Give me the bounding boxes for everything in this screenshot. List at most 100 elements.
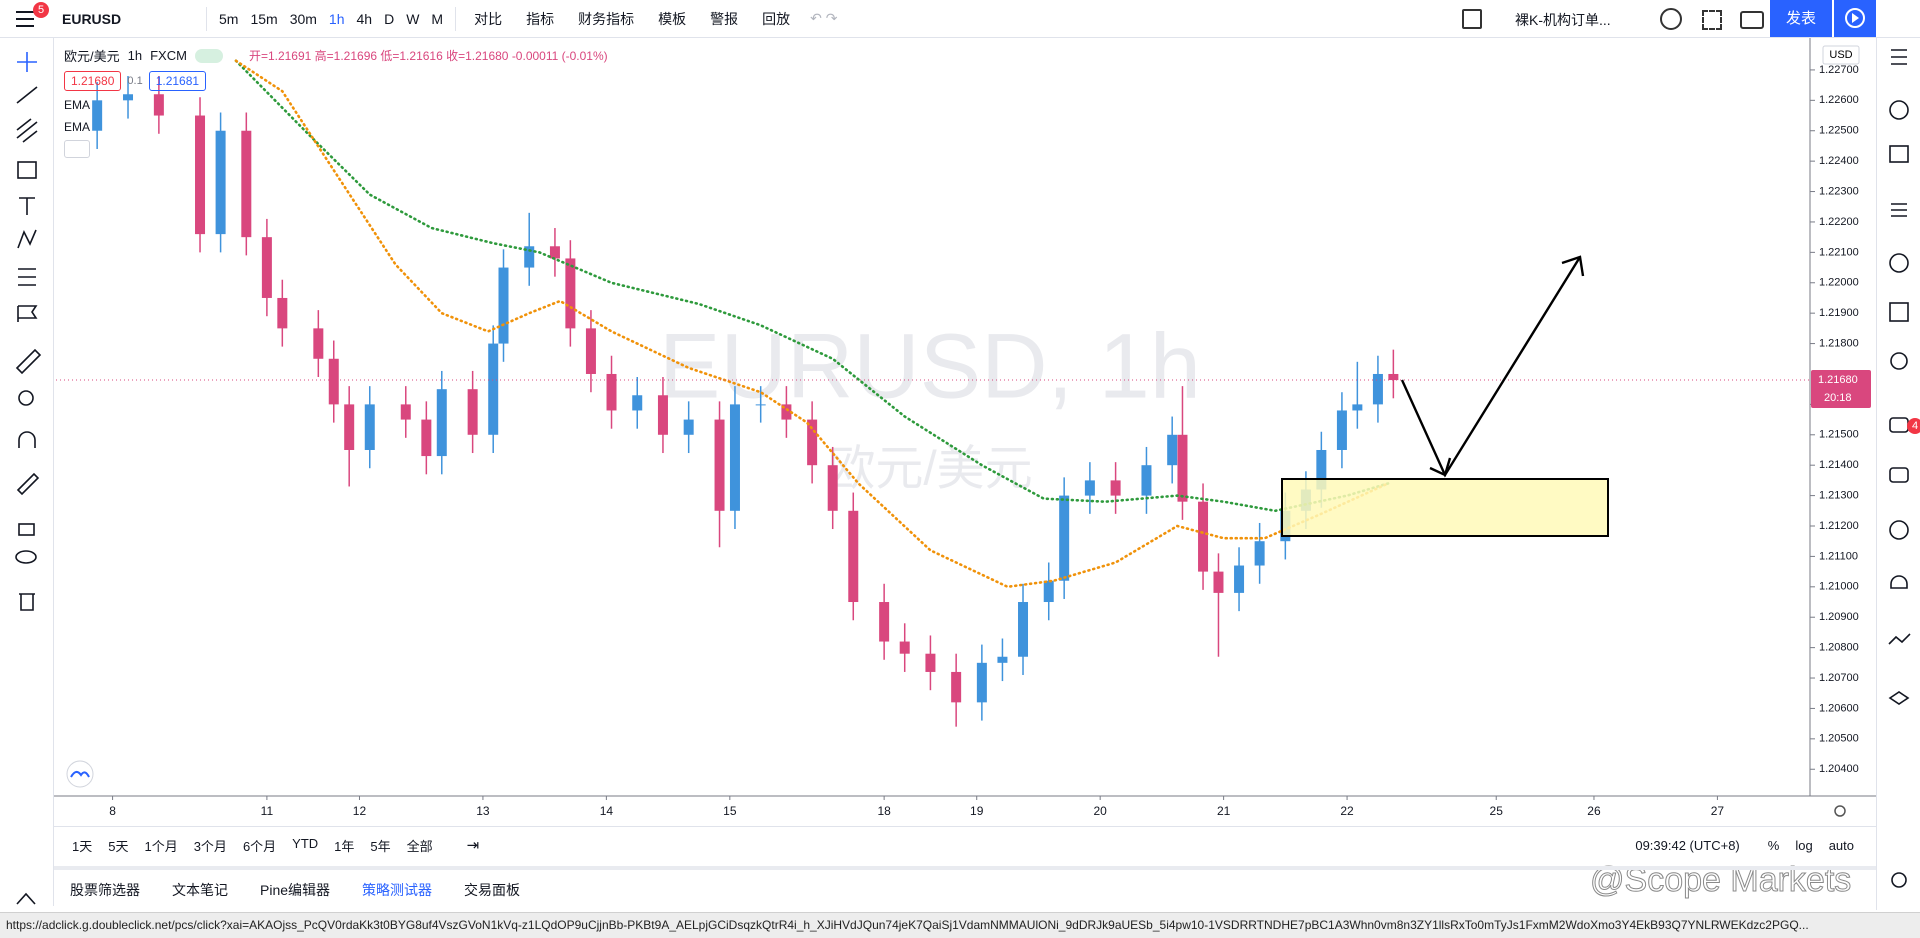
range-button[interactable]: YTD bbox=[292, 835, 319, 851]
magnet-tool[interactable] bbox=[18, 431, 36, 448]
interval-button[interactable]: 5m bbox=[219, 10, 239, 27]
sell-price[interactable]: 1.21680 bbox=[64, 71, 122, 91]
y-tick-label: 1.21100 bbox=[1819, 550, 1858, 562]
settings-icon[interactable] bbox=[1834, 805, 1846, 817]
candle-body bbox=[879, 602, 890, 642]
interval-button[interactable]: 1h bbox=[328, 10, 345, 27]
interval-button[interactable]: D bbox=[384, 10, 395, 27]
hide-tool[interactable] bbox=[15, 550, 37, 564]
range-button[interactable]: 6个月 bbox=[242, 838, 277, 854]
layers-icon[interactable] bbox=[1888, 691, 1910, 705]
icon-tool[interactable] bbox=[17, 305, 38, 322]
prediction-tool[interactable] bbox=[18, 268, 36, 286]
tab[interactable]: 股票筛选器 bbox=[70, 882, 140, 898]
chat-icon[interactable] bbox=[1889, 417, 1909, 433]
undo-redo[interactable]: ↶ ↷ bbox=[810, 10, 838, 26]
zone-rectangle[interactable] bbox=[1281, 478, 1609, 537]
tab[interactable]: Pine编辑器 bbox=[260, 882, 331, 898]
layout-name[interactable]: 裸K-机构订单... bbox=[1515, 12, 1611, 28]
candle-body bbox=[195, 115, 206, 235]
data-window-icon[interactable] bbox=[1891, 203, 1907, 217]
range-button[interactable]: 1年 bbox=[334, 838, 355, 854]
tab[interactable]: 交易面板 bbox=[464, 882, 521, 898]
interval-button[interactable]: M bbox=[431, 10, 444, 27]
toolbar-button[interactable]: 对比 bbox=[474, 10, 503, 27]
pattern-tool[interactable] bbox=[17, 229, 37, 249]
tab[interactable]: 策略测试器 bbox=[362, 882, 433, 898]
range-button[interactable]: 1个月 bbox=[144, 838, 178, 854]
streams-icon[interactable] bbox=[1889, 520, 1909, 540]
scale-option[interactable]: log bbox=[1795, 837, 1813, 853]
stream-button[interactable] bbox=[1834, 0, 1876, 37]
ideas-icon[interactable] bbox=[1890, 352, 1908, 370]
range-button[interactable]: 3个月 bbox=[193, 838, 227, 854]
x-tick-label: 8 bbox=[109, 804, 116, 818]
candle-body bbox=[606, 373, 617, 411]
alerts-icon[interactable] bbox=[1889, 100, 1909, 120]
toolbar-button[interactable]: 模板 bbox=[658, 10, 687, 27]
news-icon[interactable] bbox=[1889, 145, 1909, 163]
scale-option[interactable]: auto bbox=[1828, 837, 1854, 853]
messages-icon[interactable] bbox=[1889, 467, 1909, 483]
range-button[interactable]: 5天 bbox=[108, 838, 129, 854]
goto-date[interactable]: ⇥ bbox=[466, 837, 480, 854]
symbol[interactable]: EURUSD bbox=[62, 10, 122, 27]
toolbar-button[interactable]: 财务指标 bbox=[578, 10, 635, 27]
checkbox[interactable] bbox=[1462, 9, 1482, 29]
toolbar-button[interactable]: 指标 bbox=[526, 10, 555, 27]
candle-body bbox=[524, 246, 535, 268]
shape-tool[interactable] bbox=[17, 161, 37, 179]
interval-button[interactable]: 15m bbox=[250, 10, 278, 27]
interval-button[interactable]: 30m bbox=[289, 10, 317, 27]
y-tick-label: 1.21400 bbox=[1819, 459, 1859, 471]
text-tool[interactable] bbox=[19, 197, 35, 215]
notifications-icon[interactable] bbox=[1890, 575, 1908, 589]
publish-button[interactable]: 发表 bbox=[1770, 0, 1832, 37]
x-tick-label: 18 bbox=[877, 804, 891, 818]
x-tick-label: 11 bbox=[261, 804, 274, 818]
scale-option[interactable]: % bbox=[1767, 837, 1780, 853]
fullscreen-button[interactable] bbox=[1702, 10, 1722, 30]
menu-icon[interactable] bbox=[0, 0, 40, 37]
calendar-icon[interactable] bbox=[1889, 302, 1909, 322]
hotlist-icon[interactable] bbox=[1889, 253, 1909, 273]
collapse-button[interactable] bbox=[64, 140, 90, 158]
sidebar-icons bbox=[1888, 49, 1911, 888]
arrow-path[interactable] bbox=[1400, 256, 1582, 478]
interval-button[interactable]: W bbox=[406, 10, 420, 27]
watchlist-icon[interactable] bbox=[1891, 49, 1907, 65]
range-button[interactable]: 5年 bbox=[370, 838, 391, 854]
remove-tool[interactable] bbox=[19, 593, 35, 611]
lock-tool[interactable] bbox=[18, 523, 35, 536]
crosshair-tool[interactable] bbox=[17, 52, 37, 72]
candle-body bbox=[1167, 434, 1178, 466]
toolbar-button[interactable]: 回放 bbox=[762, 10, 791, 27]
buy-price[interactable]: 1.21681 bbox=[148, 71, 207, 91]
range-button[interactable]: 1天 bbox=[72, 838, 93, 854]
tab[interactable]: 文本笔记 bbox=[172, 882, 228, 898]
candle-body bbox=[683, 419, 694, 435]
spread: 0.1 bbox=[127, 75, 143, 87]
toolbar-button[interactable]: 警报 bbox=[710, 10, 739, 27]
trading-icon[interactable] bbox=[1888, 633, 1911, 645]
study-ema-1[interactable]: EMA bbox=[64, 98, 91, 112]
help-icon[interactable] bbox=[1891, 872, 1907, 888]
measure-tool[interactable] bbox=[15, 348, 42, 375]
study-ema-2[interactable]: EMA bbox=[64, 120, 91, 134]
y-tick-label: 1.21900 bbox=[1819, 307, 1859, 319]
zoom-tool[interactable] bbox=[18, 390, 34, 406]
x-tick-label: 25 bbox=[1490, 804, 1504, 818]
ema-line bbox=[234, 59, 1390, 589]
stay-drawing-tool[interactable] bbox=[16, 472, 40, 496]
range-button[interactable]: 全部 bbox=[406, 838, 433, 854]
x-tick-label: 26 bbox=[1587, 804, 1601, 818]
settings-button[interactable] bbox=[1660, 8, 1682, 30]
candle-body bbox=[215, 130, 226, 235]
trend-line-tool[interactable] bbox=[16, 86, 38, 104]
market-status[interactable] bbox=[194, 48, 223, 63]
interval-button[interactable]: 4h bbox=[356, 10, 373, 27]
snapshot-button[interactable] bbox=[1740, 11, 1764, 29]
fib-tool[interactable] bbox=[16, 118, 38, 143]
watchlist-star[interactable] bbox=[16, 892, 36, 905]
